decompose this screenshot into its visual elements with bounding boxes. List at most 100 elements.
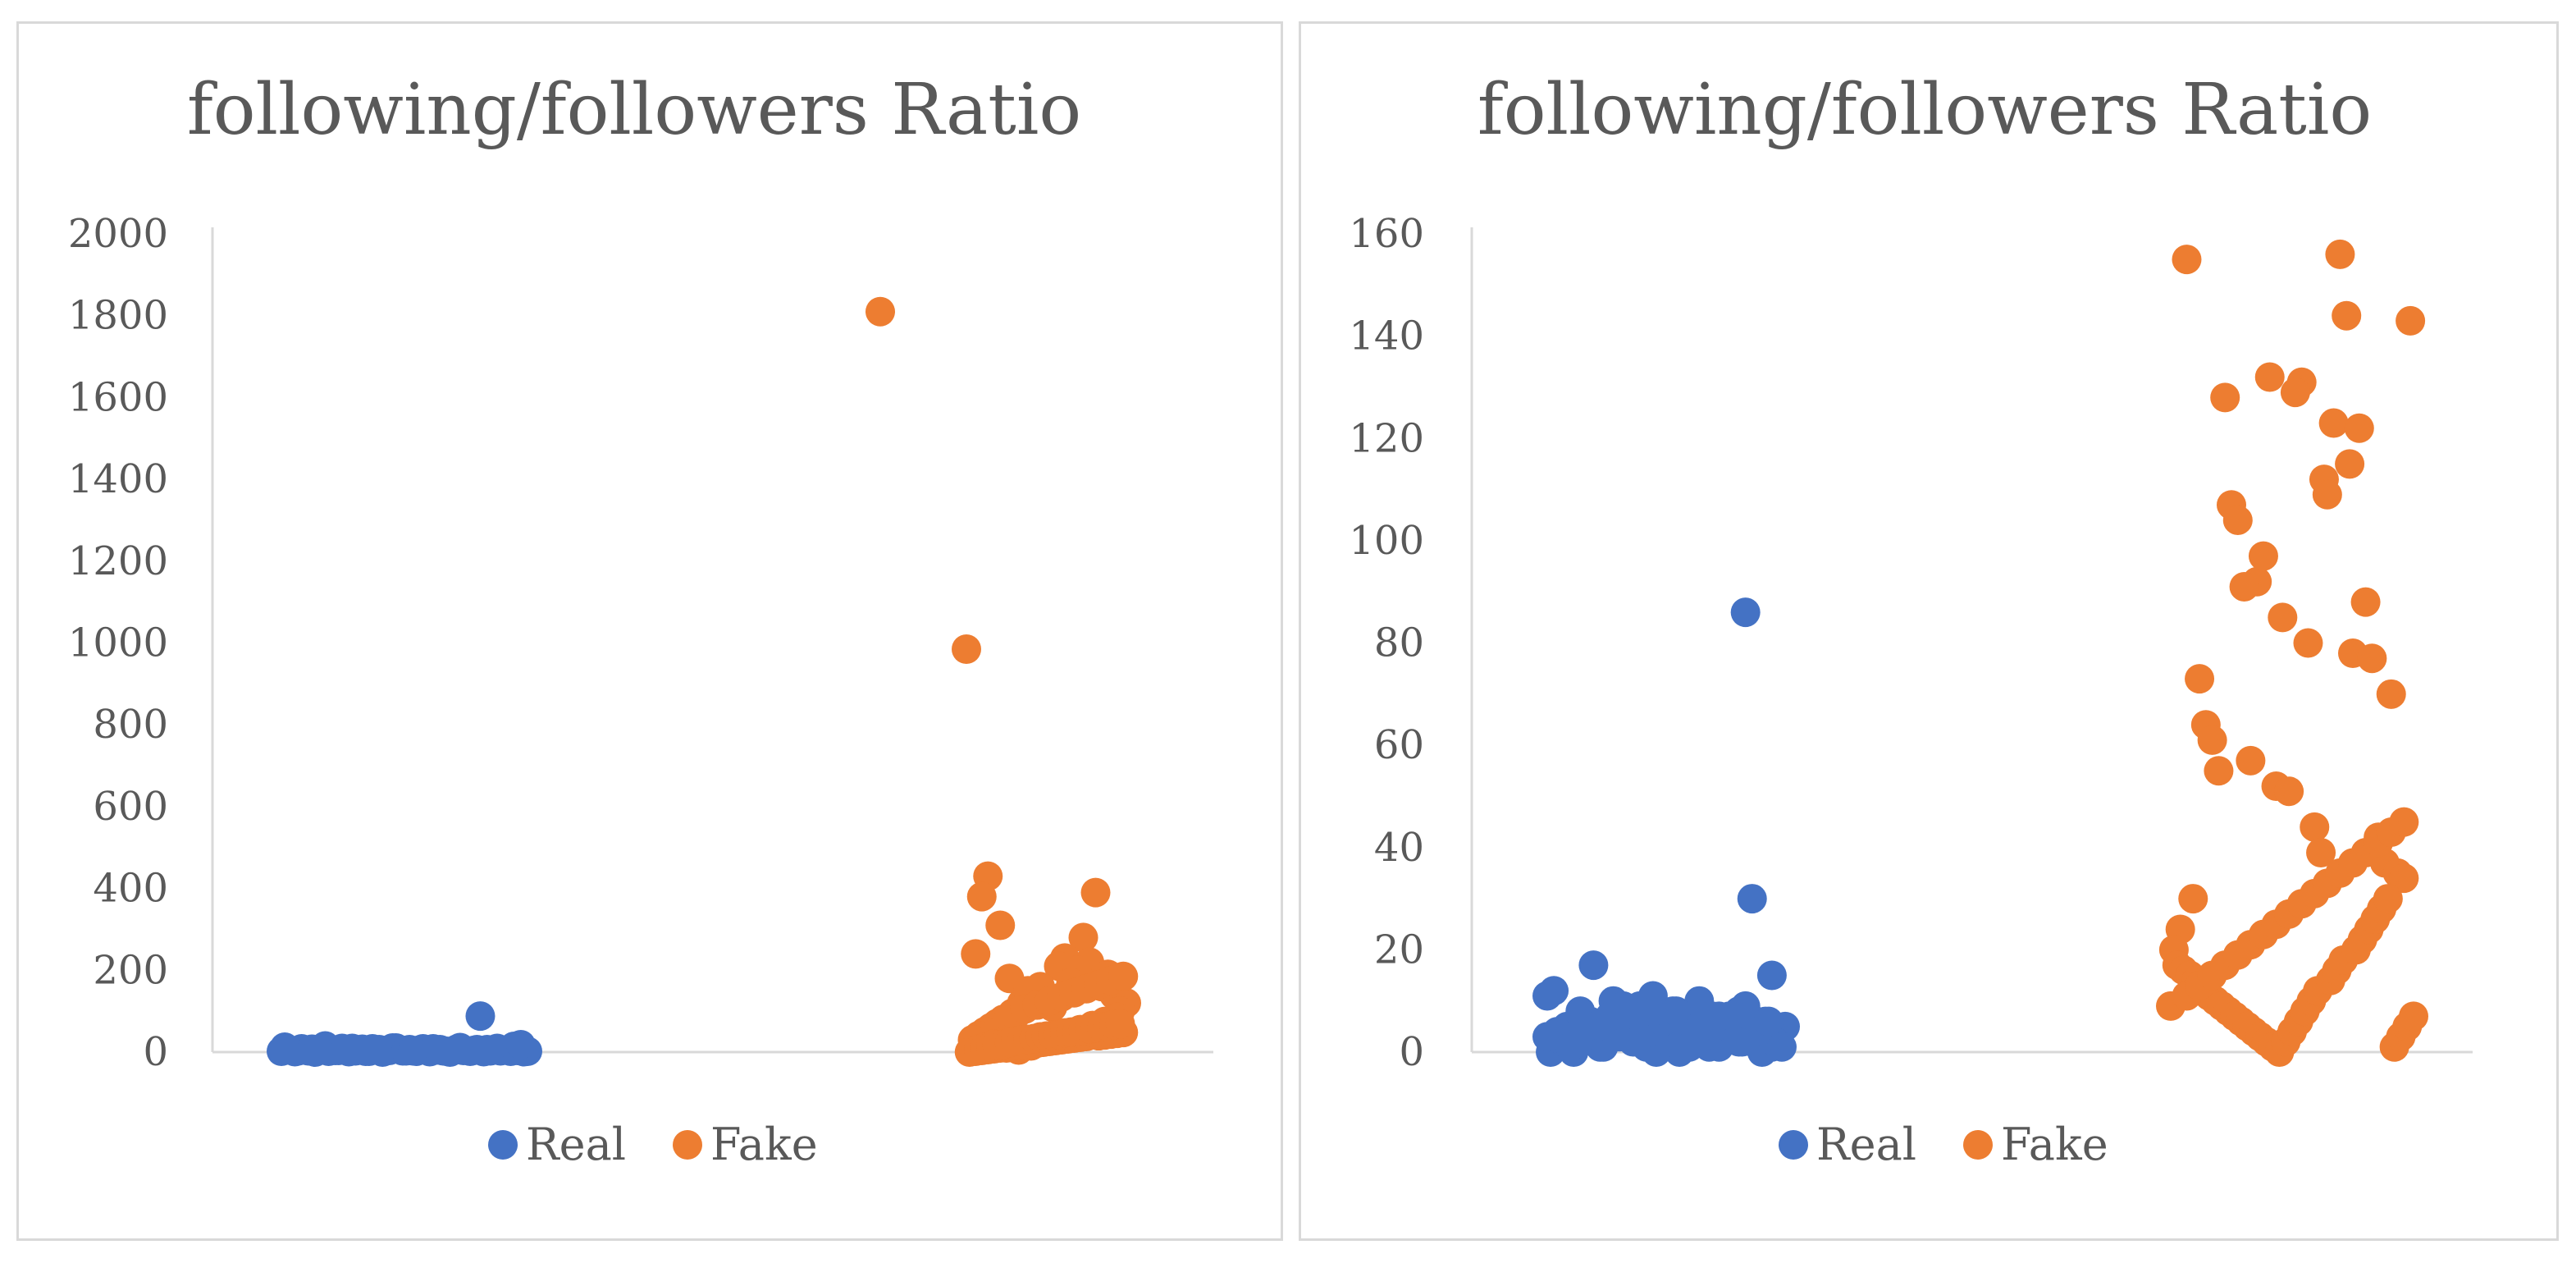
data-point-real — [1608, 991, 1638, 1021]
data-point-real — [1737, 884, 1767, 914]
y-tick-label: 20 — [1374, 927, 1424, 972]
legend: Real Fake — [488, 1119, 818, 1170]
legend-label-real: Real — [526, 1119, 626, 1170]
data-point-fake — [2332, 300, 2362, 331]
data-point-fake — [2178, 884, 2208, 914]
data-point-fake — [2335, 449, 2365, 479]
y-tick-label: 80 — [1374, 620, 1424, 666]
data-point-real — [1756, 960, 1787, 991]
data-point-fake — [952, 634, 981, 664]
data-point-fake — [866, 296, 895, 327]
chart-title: following/followers Ratio — [1478, 69, 2372, 151]
y-tick-label: 120 — [1349, 415, 1424, 461]
data-point-fake — [2300, 812, 2330, 842]
data-point-fake — [2210, 382, 2240, 413]
data-point-fake — [2197, 725, 2227, 755]
chart-panel-left: following/followers Ratio 0 200 400 600 800 10… — [16, 21, 1283, 1241]
data-point-fake — [2236, 745, 2266, 776]
legend-marker-real — [1779, 1130, 1808, 1160]
data-point-fake — [2222, 505, 2253, 535]
data-point-real — [1578, 950, 1609, 981]
y-tick-label: 0 — [1399, 1029, 1424, 1075]
data-point-real — [1637, 996, 1668, 1027]
data-point-fake — [2396, 305, 2426, 336]
y-tick-label: 1200 — [68, 538, 168, 584]
series-real — [1532, 597, 1800, 1067]
data-point-real — [1572, 1011, 1602, 1041]
legend-marker-fake — [1963, 1130, 1993, 1160]
data-point-fake — [2399, 1001, 2428, 1032]
data-point-real — [465, 1001, 496, 1032]
data-point-real — [1753, 1006, 1784, 1036]
y-tick-label: 800 — [93, 702, 168, 748]
scatter-chart-zoomed-range: following/followers Ratio 0 20 40 60 80 100 120… — [1349, 69, 2473, 1170]
legend: Real Fake — [1779, 1119, 2108, 1170]
data-point-real — [1730, 597, 1761, 628]
y-tick-label: 140 — [1349, 313, 1424, 359]
data-point-real — [1704, 1001, 1734, 1032]
data-point-fake — [2280, 378, 2310, 408]
data-point-real — [357, 1034, 387, 1064]
data-point-fake — [2268, 602, 2298, 633]
data-point-fake — [2325, 239, 2355, 269]
data-point-fake — [2389, 807, 2419, 837]
data-point-real — [398, 1036, 428, 1066]
data-point-fake — [2373, 884, 2403, 914]
data-point-fake — [2306, 837, 2336, 867]
data-point-fake — [2293, 628, 2323, 658]
chart-title: following/followers Ratio — [187, 69, 1081, 151]
series-fake — [2156, 239, 2428, 1067]
data-point-real — [304, 1035, 334, 1065]
y-tick-label: 1800 — [68, 293, 168, 339]
data-point-fake — [2376, 679, 2406, 709]
data-point-real — [1766, 1032, 1797, 1062]
scatter-chart-full-range: following/followers Ratio 0 200 400 600 800 10… — [68, 69, 1213, 1170]
legend-label-real: Real — [1816, 1119, 1916, 1170]
data-point-real — [1539, 976, 1569, 1006]
data-point-real — [1661, 996, 1692, 1027]
y-tick-label: 40 — [1374, 825, 1424, 871]
data-point-fake — [2357, 643, 2387, 674]
data-point-fake — [2185, 664, 2215, 694]
data-point-real — [425, 1035, 455, 1065]
data-point-fake — [961, 939, 991, 969]
data-point-fake — [2350, 587, 2381, 617]
data-point-fake — [2248, 541, 2278, 571]
data-point-fake — [2344, 413, 2374, 443]
data-point-fake — [2229, 571, 2259, 602]
y-tick-label: 1400 — [68, 456, 168, 502]
data-point-fake — [2389, 863, 2419, 894]
data-point-fake — [985, 910, 1016, 940]
series-fake — [866, 296, 1141, 1067]
y-tick-label: 160 — [1349, 211, 1424, 257]
y-tick-label: 0 — [143, 1029, 168, 1075]
y-tick-label: 2000 — [68, 211, 168, 257]
legend-marker-real — [488, 1130, 518, 1160]
data-point-fake — [2204, 756, 2234, 786]
data-point-fake — [2172, 245, 2202, 275]
legend-label-fake: Fake — [2001, 1119, 2108, 1170]
chart-panel-right: following/followers Ratio 0 20 40 60 80 100 120… — [1299, 21, 2559, 1241]
data-point-fake — [2312, 479, 2342, 510]
data-point-real — [1532, 1022, 1562, 1052]
y-tick-label: 100 — [1349, 518, 1424, 564]
y-tick-label: 1000 — [68, 620, 168, 666]
data-point-fake — [966, 881, 997, 912]
data-point-real — [505, 1030, 536, 1060]
legend-label-fake: Fake — [710, 1119, 818, 1170]
data-point-fake — [1108, 961, 1139, 991]
legend-marker-fake — [673, 1130, 702, 1160]
data-point-fake — [1068, 922, 1098, 953]
data-point-fake — [2318, 408, 2349, 438]
y-tick-label: 1600 — [68, 374, 168, 420]
data-point-fake — [1080, 877, 1111, 908]
y-tick-label: 600 — [93, 784, 168, 830]
y-tick-label: 400 — [93, 866, 168, 912]
y-tick-label: 60 — [1374, 722, 1424, 768]
data-point-fake — [1105, 1009, 1135, 1039]
data-point-real — [1724, 1027, 1754, 1057]
y-tick-label: 200 — [93, 947, 168, 993]
data-point-fake — [2274, 776, 2304, 807]
series-real — [267, 1001, 542, 1067]
data-point-fake — [2254, 362, 2285, 392]
